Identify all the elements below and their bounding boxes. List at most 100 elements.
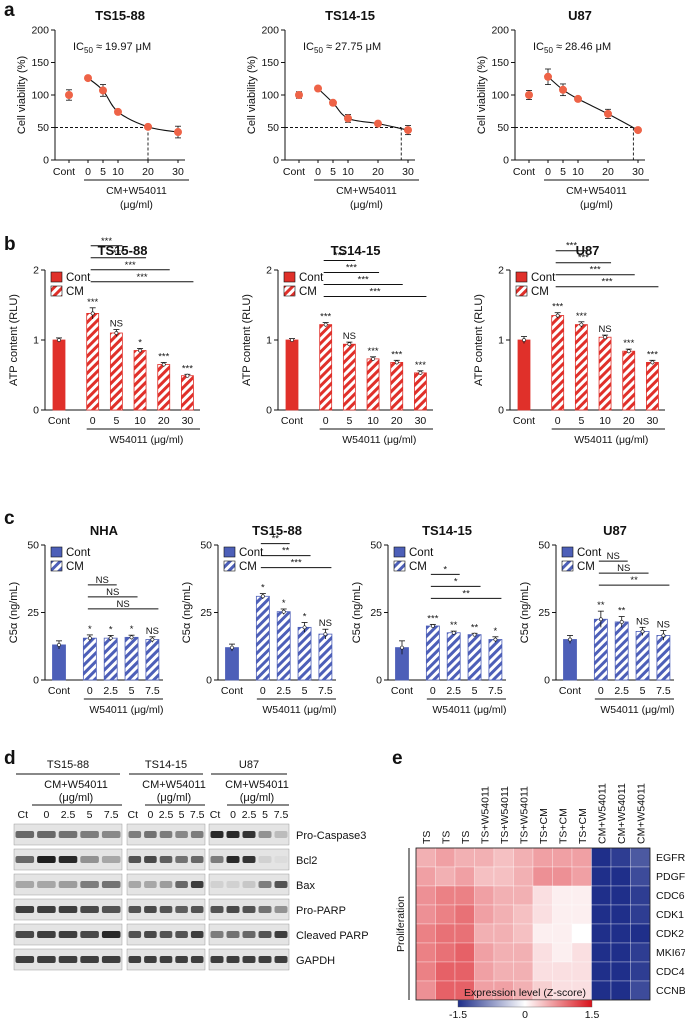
y-tick-label: 1 <box>33 335 39 347</box>
replicate-dot <box>323 322 328 327</box>
significance-label: NS <box>657 620 670 631</box>
heatmap-cell <box>454 885 475 906</box>
significance-label: NS <box>146 626 159 637</box>
x-tick-label: 5 <box>100 166 106 178</box>
data-point <box>544 72 552 81</box>
lane-label: 7.5 <box>104 809 119 821</box>
replicate-dot <box>114 331 119 335</box>
bar-control <box>563 639 577 681</box>
blot-band <box>258 831 272 838</box>
x-tick-label: 30 <box>172 166 184 178</box>
fitted-curve <box>87 77 179 133</box>
blot-band <box>101 881 121 888</box>
heatmap-cell <box>630 923 651 944</box>
heatmap-cell <box>415 923 436 944</box>
replicate-dot <box>555 313 560 318</box>
heatmap-column-label: TS <box>440 831 452 844</box>
chart-title: TS14-15 <box>422 523 472 538</box>
replicate-dot <box>579 322 584 327</box>
blot-band <box>101 856 121 863</box>
y-tick-label: 50 <box>27 540 39 552</box>
heatmap-column-label: TS+CM <box>577 808 589 844</box>
y-tick-label: 150 <box>261 57 279 69</box>
heatmap-cell <box>552 942 573 963</box>
blot-band <box>226 931 240 938</box>
legend-label-cont: Cont <box>239 547 264 559</box>
replicate-dot <box>57 643 61 647</box>
heatmap-cell <box>415 885 436 906</box>
blot-band <box>159 856 173 863</box>
heatmap-cell <box>630 847 651 868</box>
blot-band <box>128 831 142 838</box>
replicate-dot <box>323 632 328 637</box>
colorbar-tick-label: -1.5 <box>449 1009 467 1019</box>
significance-label: *** <box>320 312 331 323</box>
x-tick-label: 0 <box>85 166 91 178</box>
significance-label: *** <box>552 302 563 313</box>
bracket-label: NS <box>617 563 630 574</box>
y-tick-label: 1 <box>266 335 272 347</box>
blot-band <box>37 931 56 938</box>
bracket-label: NS <box>106 587 119 598</box>
significance-label: ** <box>618 606 626 617</box>
bracket-label: *** <box>113 248 124 259</box>
legend-label-cm: CM <box>66 286 84 298</box>
bar-chart: TS15-88 0 25 50 C5α (ng/mL) Cont CM Cont * 0 * 2.5 *… <box>181 523 336 716</box>
y-tick-label: 1 <box>498 335 504 347</box>
bracket-label: * <box>454 576 458 587</box>
data-point <box>634 126 642 135</box>
lane-label: 0 <box>230 809 236 821</box>
lane-label: 2.5 <box>242 809 257 821</box>
blot-band <box>80 956 99 963</box>
y-tick-label: 0 <box>273 155 279 167</box>
bar-chart: U87 0 25 50 C5α (ng/mL) Cont CM Cont ** 0 ** 2.5 NS 5… <box>519 523 674 716</box>
heatmap-cell <box>435 885 456 906</box>
y-tick-label: 0 <box>544 675 550 687</box>
blot-band <box>258 881 272 888</box>
lane-label: 2.5 <box>61 809 76 821</box>
panel-label-d: d <box>4 748 16 769</box>
panel-label-e: e <box>392 748 403 769</box>
blot-band <box>37 881 56 888</box>
heatmap-cell <box>435 980 456 1001</box>
bracket-label: *** <box>566 241 577 252</box>
x-tick-label: 0 <box>545 166 551 178</box>
blot-band <box>226 856 240 863</box>
x-tick-label: 30 <box>632 166 644 178</box>
ic50-label: IC50 ≈ 27.75 μM <box>303 41 381 55</box>
heatmap-cell <box>415 904 436 925</box>
treatment-unit: (μg/ml) <box>59 792 93 804</box>
heatmap-row-label: CDC6 <box>656 890 685 902</box>
bar-cm <box>181 375 194 411</box>
chart-title: TS14-15 <box>325 8 375 23</box>
blot-band <box>274 881 288 888</box>
x-tick-label: 10 <box>134 415 146 427</box>
significance-label: * <box>303 611 307 622</box>
bar-cm <box>145 639 160 681</box>
bar-cm <box>82 637 97 681</box>
significance-label: NS <box>319 618 332 629</box>
heatmap-cell <box>571 866 592 887</box>
x-tick-label: 20 <box>142 166 154 178</box>
bracket-label: ** <box>272 534 280 545</box>
bar-chart: TS14-15 0 1 2 ATP content (RLU) Cont CM Cont ***… <box>241 243 433 446</box>
bracket-label: *** <box>358 275 369 286</box>
blot-band <box>37 956 56 963</box>
heatmap-cell <box>630 904 651 925</box>
replicate-dot <box>57 338 61 342</box>
blot-band <box>58 881 78 888</box>
heatmap-cell <box>532 904 553 925</box>
blot-band <box>210 906 224 913</box>
heatmap-cell <box>532 885 553 906</box>
blot-band <box>58 931 78 938</box>
blot-band <box>226 906 240 913</box>
replicate-dot <box>493 637 498 642</box>
legend-label-cont: Cont <box>577 547 602 559</box>
legend-label-cont: Cont <box>409 547 434 559</box>
blot-band <box>159 831 173 838</box>
treatment-unit: (μg/ml) <box>240 792 274 804</box>
heatmap-cell <box>552 923 573 944</box>
heatmap-cell <box>435 961 456 982</box>
